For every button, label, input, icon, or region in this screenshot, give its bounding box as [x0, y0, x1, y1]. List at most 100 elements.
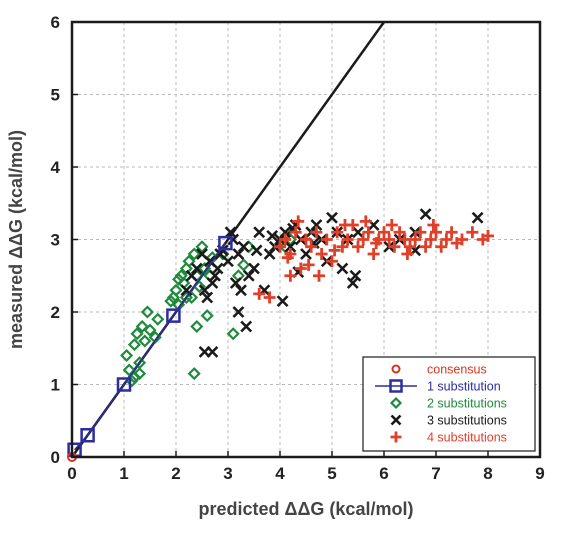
- data-point-plus: [435, 240, 448, 253]
- data-point-plus: [427, 219, 440, 231]
- data-point-plus: [383, 233, 396, 246]
- data-point-diamond: [182, 254, 196, 268]
- data-point-diamond: [164, 294, 178, 308]
- data-point-plus: [385, 219, 398, 231]
- data-point-x: [352, 226, 364, 239]
- data-point-diamond: [179, 290, 193, 305]
- data-point-diamond: [283, 232, 297, 247]
- data-point-square: [166, 308, 181, 323]
- data-point-diamond: [135, 319, 149, 334]
- data-point-x: [266, 229, 279, 242]
- data-point-plus: [476, 233, 489, 246]
- data-point-diamond: [166, 290, 180, 305]
- data-point-x: [471, 211, 484, 224]
- data-point-diamond: [237, 258, 251, 272]
- legend-label: 4 substitutions: [427, 431, 507, 445]
- data-point-plus: [313, 269, 325, 282]
- legend-label: 2 substitutions: [427, 397, 507, 411]
- data-point-plus: [274, 240, 286, 253]
- data-point-plus: [289, 226, 302, 239]
- data-point-diamond: [140, 305, 154, 319]
- data-point-plus: [263, 291, 276, 304]
- legend-label: 1 substitution: [427, 380, 501, 394]
- x-tick-label: 9: [535, 464, 544, 483]
- data-point-plus: [409, 233, 422, 246]
- data-point-plus: [367, 248, 380, 260]
- data-point-x: [232, 248, 245, 260]
- data-series: [67, 208, 494, 462]
- x-tick-label: 0: [67, 464, 76, 483]
- data-point-plus: [378, 226, 390, 239]
- data-point-diamond: [226, 327, 240, 341]
- data-point-diamond: [151, 312, 165, 326]
- data-point-plus: [292, 215, 305, 228]
- y-tick-label: 1: [51, 376, 60, 395]
- data-point-x: [206, 345, 219, 358]
- data-point-x: [419, 208, 432, 221]
- y-tick-label: 2: [51, 303, 60, 322]
- data-point-plus: [320, 233, 333, 246]
- data-point-diamond: [122, 363, 136, 377]
- data-point-x: [201, 291, 214, 304]
- data-point-plus: [336, 240, 349, 253]
- legend-marker-square: [389, 379, 403, 393]
- data-point-x: [235, 284, 247, 297]
- data-point-x: [346, 277, 359, 289]
- data-point-plus: [430, 226, 442, 239]
- data-point-plus: [326, 255, 338, 268]
- data-point-x: [237, 240, 250, 253]
- data-point-plus: [294, 262, 307, 275]
- data-point-plus: [419, 240, 432, 253]
- data-point-diamond: [200, 309, 214, 323]
- data-point-x: [284, 240, 297, 253]
- data-point-plus: [302, 258, 315, 271]
- data-point-plus: [359, 215, 372, 228]
- y-axis-title: measured ΔΔG (kcal/mol): [6, 130, 26, 349]
- data-point-diamond: [187, 367, 201, 381]
- data-point-diamond: [127, 338, 141, 352]
- data-point-diamond: [172, 272, 186, 286]
- data-point-diamond: [130, 327, 144, 341]
- data-point-x: [336, 262, 349, 275]
- data-point-diamond: [190, 319, 204, 334]
- data-point-plus: [404, 240, 416, 253]
- data-point-plus: [398, 233, 411, 246]
- x-tick-label: 6: [379, 464, 388, 483]
- data-point-plus: [331, 226, 344, 239]
- data-point-plus: [466, 226, 479, 239]
- data-point-x: [185, 269, 198, 282]
- data-point-x: [279, 226, 292, 239]
- data-point-x: [222, 255, 234, 268]
- x-tick-label: 7: [431, 464, 440, 483]
- series-plus: [253, 215, 494, 304]
- x-tick-label: 4: [275, 464, 285, 483]
- legend-marker-circle: [391, 364, 401, 374]
- legend-marker-diamond: [389, 396, 403, 410]
- x-tick-label: 1: [119, 464, 128, 483]
- data-point-square: [116, 377, 132, 392]
- y-axis-ticks: 0 1 2 3 4 5 6: [51, 13, 78, 467]
- data-point-plus: [284, 269, 297, 282]
- data-point-plus: [450, 237, 463, 250]
- data-point-x: [190, 262, 203, 275]
- y-tick-label: 4: [51, 158, 61, 177]
- legend-label: consensus: [427, 363, 487, 377]
- data-point-plus: [440, 233, 453, 246]
- data-point-plus: [393, 226, 406, 239]
- data-point-x: [232, 306, 245, 318]
- data-point-plus: [424, 233, 437, 246]
- data-point-plus: [370, 237, 383, 250]
- x-axis-ticks: 0 1 2 3 4 5 6 7 8 9: [67, 451, 545, 483]
- data-point-x: [242, 269, 255, 282]
- y-tick-label: 5: [51, 86, 60, 105]
- data-point-plus: [414, 226, 427, 239]
- data-point-x: [250, 244, 263, 257]
- y-tick-label: 0: [51, 448, 60, 467]
- data-point-x: [229, 277, 242, 289]
- legend-marker-x: [390, 414, 402, 426]
- data-point-x: [206, 277, 219, 289]
- series-square: [67, 235, 233, 457]
- x-tick-label: 8: [483, 464, 492, 483]
- data-point-plus: [305, 240, 318, 253]
- data-point-x: [326, 211, 338, 224]
